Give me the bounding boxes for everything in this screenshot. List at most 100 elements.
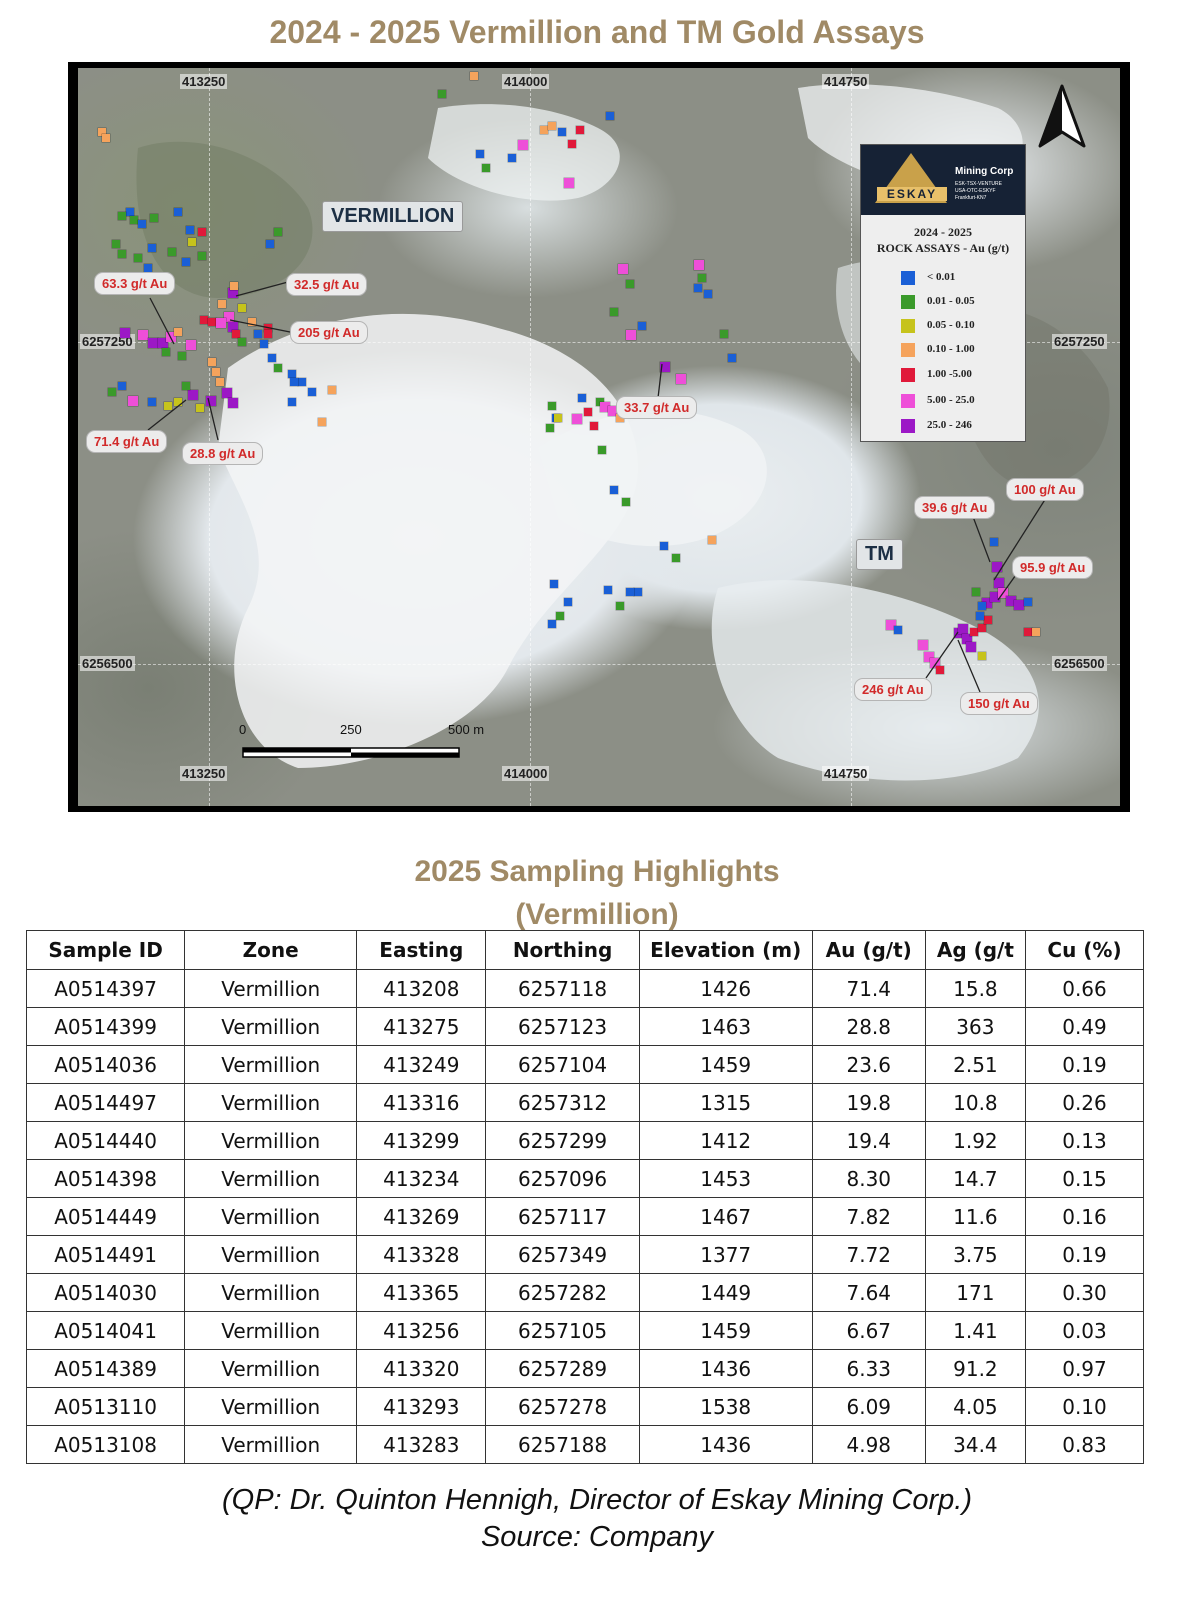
table-cell: 0.16 <box>1024 1197 1145 1236</box>
sample-marker <box>212 368 220 376</box>
sample-marker <box>274 228 282 236</box>
sample-marker <box>144 264 152 272</box>
sample-marker <box>918 640 928 650</box>
sample-marker <box>622 498 630 506</box>
table-cell: 1463 <box>638 1007 813 1046</box>
sample-marker <box>274 364 282 372</box>
table-cell: 171 <box>924 1273 1026 1312</box>
table-cell: 6257278 <box>485 1387 640 1426</box>
sample-marker <box>98 128 106 136</box>
table-cell: 413234 <box>356 1159 487 1198</box>
coord-label: 6256500 <box>80 656 135 671</box>
assay-callout: 150 g/t Au <box>960 692 1038 715</box>
table-cell: 413316 <box>356 1083 487 1122</box>
sample-marker <box>698 274 706 282</box>
table-cell: A0514036 <box>25 1045 186 1084</box>
sample-marker <box>958 624 968 634</box>
sample-marker <box>134 254 142 262</box>
legend-label: 1.00 -5.00 <box>927 368 972 380</box>
sample-marker <box>158 338 168 348</box>
coord-label: 413250 <box>180 766 228 781</box>
table-cell: 3.75 <box>924 1235 1026 1274</box>
table-cell: 28.8 <box>811 1007 926 1046</box>
logo-word: ESKAY <box>887 187 937 201</box>
sample-marker <box>554 414 562 422</box>
sample-marker <box>162 348 170 356</box>
sample-marker <box>208 358 216 366</box>
table-cell: 413365 <box>356 1273 487 1312</box>
coord-label: 414000 <box>502 74 550 89</box>
sample-marker <box>196 404 204 412</box>
table-cell: 34.4 <box>924 1425 1026 1464</box>
sample-marker <box>476 150 484 158</box>
table-cell: 1315 <box>638 1083 813 1122</box>
table-cell: 7.72 <box>811 1235 926 1274</box>
sample-marker <box>148 244 156 252</box>
sample-marker <box>626 330 636 340</box>
sample-marker <box>112 240 120 248</box>
terrain-overlay <box>136 84 1110 781</box>
table-cell: 23.6 <box>811 1045 926 1084</box>
legend-label: < 0.01 <box>927 271 956 283</box>
assay-callout: 95.9 g/t Au <box>1012 556 1094 579</box>
sample-marker <box>224 312 234 322</box>
table-cell: Vermillion <box>184 1121 358 1160</box>
sample-marker <box>228 322 238 332</box>
table-cell: Vermillion <box>184 1197 358 1236</box>
grid-line <box>78 342 1120 343</box>
table-cell: 413299 <box>356 1121 487 1160</box>
grid-line <box>530 68 531 806</box>
table-cell: 0.66 <box>1024 969 1145 1008</box>
table-cell: 6257117 <box>485 1197 640 1236</box>
table-cell: 1449 <box>638 1273 813 1312</box>
sample-marker <box>660 362 670 372</box>
table-cell: Vermillion <box>184 1349 358 1388</box>
table-cell: 0.03 <box>1024 1311 1145 1350</box>
sample-marker <box>1024 628 1032 636</box>
legend-subtitle: ROCK ASSAYS - Au (g/t) <box>876 241 1010 255</box>
legend-swatch <box>901 394 915 408</box>
legend-swatch <box>901 295 915 309</box>
table-row: A0514389 Vermillion 413320 6257289 1436 6.33 9… <box>25 1349 1145 1388</box>
table-cell: A0513110 <box>25 1387 186 1426</box>
sample-marker <box>266 240 274 248</box>
table-cell: 0.13 <box>1024 1121 1145 1160</box>
sample-marker <box>930 658 940 668</box>
sample-marker <box>174 208 182 216</box>
sample-marker <box>550 580 558 588</box>
scale-label: 0 <box>239 722 247 737</box>
table-cell: 6257349 <box>485 1235 640 1274</box>
sample-marker <box>216 318 226 328</box>
header-au: Au (g/t) <box>811 930 926 970</box>
table-cell: 413320 <box>356 1349 487 1388</box>
sample-marker <box>118 382 126 390</box>
logo-ticker: Frankfurt-KN7 <box>955 195 987 201</box>
table-cell: 19.8 <box>811 1083 926 1122</box>
sample-marker <box>990 538 998 546</box>
table-cell: 1453 <box>638 1159 813 1198</box>
sample-marker <box>728 354 736 362</box>
highlights-table: Sample ID Zone Easting Northing Elevatio… <box>25 930 1145 1464</box>
table-cell: 6257118 <box>485 969 640 1008</box>
sample-marker <box>164 402 172 410</box>
sample-marker <box>694 260 704 270</box>
sample-marker <box>182 382 190 390</box>
sample-marker <box>978 652 986 660</box>
sample-marker <box>626 280 634 288</box>
sample-marker <box>178 352 186 360</box>
sample-marker <box>120 328 130 338</box>
sample-marker <box>568 140 576 148</box>
table-cell: 14.7 <box>924 1159 1026 1198</box>
table-cell: 413208 <box>356 969 487 1008</box>
coord-label: 414750 <box>822 74 870 89</box>
table-cell: 1459 <box>638 1311 813 1350</box>
header-cu: Cu (%) <box>1024 930 1145 970</box>
table-row: A0514491 Vermillion 413328 6257349 1377 7.72 3… <box>25 1235 1145 1274</box>
snow-field <box>218 313 638 768</box>
sample-marker <box>548 122 556 130</box>
sample-marker <box>150 214 158 222</box>
table-cell: 1467 <box>638 1197 813 1236</box>
table-cell: 71.4 <box>811 969 926 1008</box>
legend-swatch <box>901 419 915 433</box>
sample-marker <box>288 398 296 406</box>
